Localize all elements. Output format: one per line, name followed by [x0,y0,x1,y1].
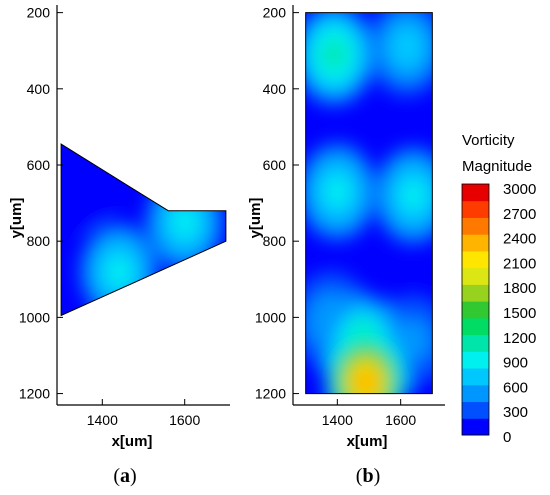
colorbar-swatch-12 [462,217,489,235]
panel-b-hotspot-2-ring-5 [395,32,419,62]
colorbar-swatch-11 [462,234,489,252]
colorbar-frame [461,183,490,436]
panel-b-field [305,12,433,394]
colorbar-legend: Vorticity Magnitude 30002700240021001800… [461,132,536,446]
colorbar-tick-1800: 1800 [503,280,536,297]
colorbar-swatch-8 [462,284,489,302]
colorbar-swatch-13 [462,200,489,218]
panel-a-hotspot-2-ring-5 [107,257,131,287]
colorbar-swatch-6 [462,317,489,336]
panel-b-x-axis-label: x[um] [347,433,388,450]
panel-b-hotspot-7-ring-5 [354,367,378,394]
colorbar-tick-0: 0 [503,429,511,446]
panel-b-domain-outline [305,12,433,395]
caption-a: (a) [113,465,136,487]
panel-a-hotspot-0-ring-5 [65,165,90,195]
caption-a-close: ) [130,465,137,487]
panel-a-ytick-label-1000: 1000 [19,309,50,325]
colorbar-tick-300: 300 [503,404,528,421]
panel-a: 200 400 600 800 1000 1200 1400 1600 x[um] y[um] [8,5,230,450]
colorbar-swatch-2 [462,384,489,403]
panel-a-ticks: 200 400 600 800 1000 1200 1400 1600 [19,5,201,428]
panel-b: 200 400 600 800 1000 1200 1400 1600 x[um] y[um] [247,5,445,450]
panel-a-domain-outline [60,143,227,317]
colorbar-swatch-10 [462,250,489,269]
colorbar-title-line2: Magnitude [462,158,532,175]
panel-b-xtick-label-1600: 1600 [385,412,416,428]
caption-b-letter: b [362,465,373,487]
caption-a-letter: a [120,465,130,487]
colorbar-swatch-9 [462,267,489,285]
panel-a-y-axis-label: y[um] [8,198,25,239]
panel-b-xtick-label-1400: 1400 [322,412,353,428]
panel-b-plot-area [305,12,433,395]
colorbar-title-line1: Vorticity [462,132,515,149]
colorbar-tick-2100: 2100 [503,255,536,272]
colorbar-swatch-0 [462,418,489,436]
panel-b-ytick-label-800: 800 [263,233,287,249]
panel-a-ytick-label-400: 400 [27,81,51,97]
panel-b-y-axis-label: y[um] [247,198,264,239]
colorbar-tick-1500: 1500 [503,305,536,322]
panel-a-ytick-label-200: 200 [27,5,51,21]
panel-a-xtick-label-1600: 1600 [169,412,200,428]
caption-b-open: ( [356,465,363,487]
panel-b-hotspot-5-ring-5 [322,39,346,70]
panel-a-hotspot-1-ring-5 [173,207,197,237]
panel-a-xtick-label-1400: 1400 [87,412,118,428]
panel-b-hotspot-4-ring-5 [325,177,350,207]
colorbar-tick-2400: 2400 [503,231,536,248]
panel-b-hotspot-3-ring-5 [401,180,426,211]
colorbar-tick-900: 900 [503,355,528,372]
colorbar-swatch-3 [462,368,489,386]
colorbar-swatch-14 [462,184,489,202]
colorbar-tick-600: 600 [503,379,528,396]
panel-a-ytick-label-600: 600 [27,157,51,173]
panel-b-ytick-label-400: 400 [263,81,287,97]
colorbar-swatches [461,183,490,436]
panel-a-field [61,144,226,316]
caption-b-close: ) [374,465,381,487]
colorbar-swatch-4 [462,351,489,369]
panel-b-ytick-label-1200: 1200 [255,386,286,402]
panel-a-x-axis-label: x[um] [112,433,153,450]
colorbar-swatch-5 [462,334,489,352]
panel-a-ytick-label-800: 800 [27,233,51,249]
panel-a-ytick-label-1200: 1200 [19,386,50,402]
panel-b-ytick-label-600: 600 [263,157,287,173]
panel-b-ticks: 200 400 600 800 1000 1200 1400 1600 [255,5,417,428]
colorbar-swatch-1 [462,401,489,419]
panel-b-ytick-label-200: 200 [263,5,287,21]
colorbar-tick-3000: 3000 [503,181,536,198]
caption-a-open: ( [113,465,120,487]
colorbar-tick-2700: 2700 [503,206,536,223]
colorbar-swatch-7 [462,301,489,319]
panel-a-plot-area [60,143,227,317]
panel-b-ytick-label-1000: 1000 [255,309,286,325]
panel-b-hotspot-0-ring-5 [401,325,426,355]
colorbar-tick-1200: 1200 [503,330,536,347]
caption-b: (b) [356,465,380,487]
